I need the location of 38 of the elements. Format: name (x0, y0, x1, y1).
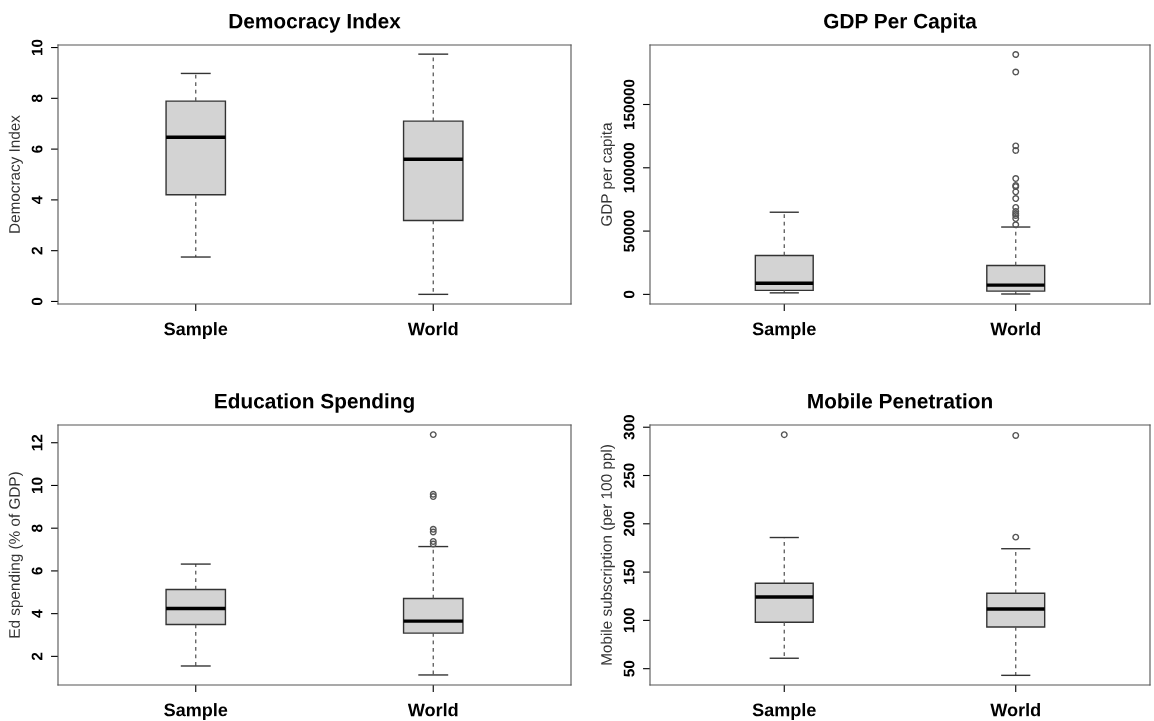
y-tick-label: 50 (623, 660, 635, 677)
y-tick-label: 4 (31, 195, 43, 204)
y-tick-label: 50000 (623, 210, 635, 252)
y-tick-label: 200 (623, 511, 635, 537)
y-tick-label: 150 (623, 559, 635, 584)
x-tick-label: World (407, 322, 458, 336)
y-tick-label: 4 (31, 609, 43, 618)
y-axis-title: GDP per capita (600, 122, 615, 226)
y-tick-label: 250 (623, 463, 635, 488)
x-tick-label: Sample (752, 322, 816, 339)
y-axis-title: Democracy Index (8, 115, 23, 233)
y-tick-label: 8 (31, 94, 43, 103)
x-tick-label: World (990, 703, 1040, 717)
y-tick-label: 2 (31, 247, 43, 255)
y-tick-label: 100000 (623, 142, 635, 193)
y-axis-title: Mobile subscription (per 100 ppl) (600, 445, 615, 665)
x-tick-label: World (990, 322, 1040, 336)
x-tick-label: Sample (752, 703, 816, 720)
y-tick-label: 150000 (623, 79, 635, 130)
chart-title: Mobile Penetration (808, 393, 992, 409)
y-tick-label: 6 (31, 145, 43, 153)
y-tick-label: 0 (31, 297, 43, 306)
y-tick-label: 6 (31, 567, 43, 575)
y-axis-title: Ed spending (% of GDP) (8, 472, 23, 638)
x-tick-label: World (407, 703, 458, 717)
y-tick-label: 0 (623, 290, 635, 299)
chart-title: Democracy Index (229, 13, 401, 33)
y-tick-label: 2 (31, 652, 43, 661)
chart-title: GDP Per Capita (824, 13, 977, 33)
y-tick-label: 10 (31, 477, 43, 493)
y-tick-label: 300 (623, 415, 635, 440)
x-tick-label: Sample (164, 703, 228, 720)
y-tick-label: 12 (31, 434, 43, 451)
chart-title: Education Spending (215, 393, 414, 413)
y-tick-label: 10 (31, 39, 43, 56)
y-tick-label: 8 (31, 524, 43, 532)
x-tick-label: Sample (164, 322, 228, 339)
y-tick-label: 100 (623, 608, 635, 633)
